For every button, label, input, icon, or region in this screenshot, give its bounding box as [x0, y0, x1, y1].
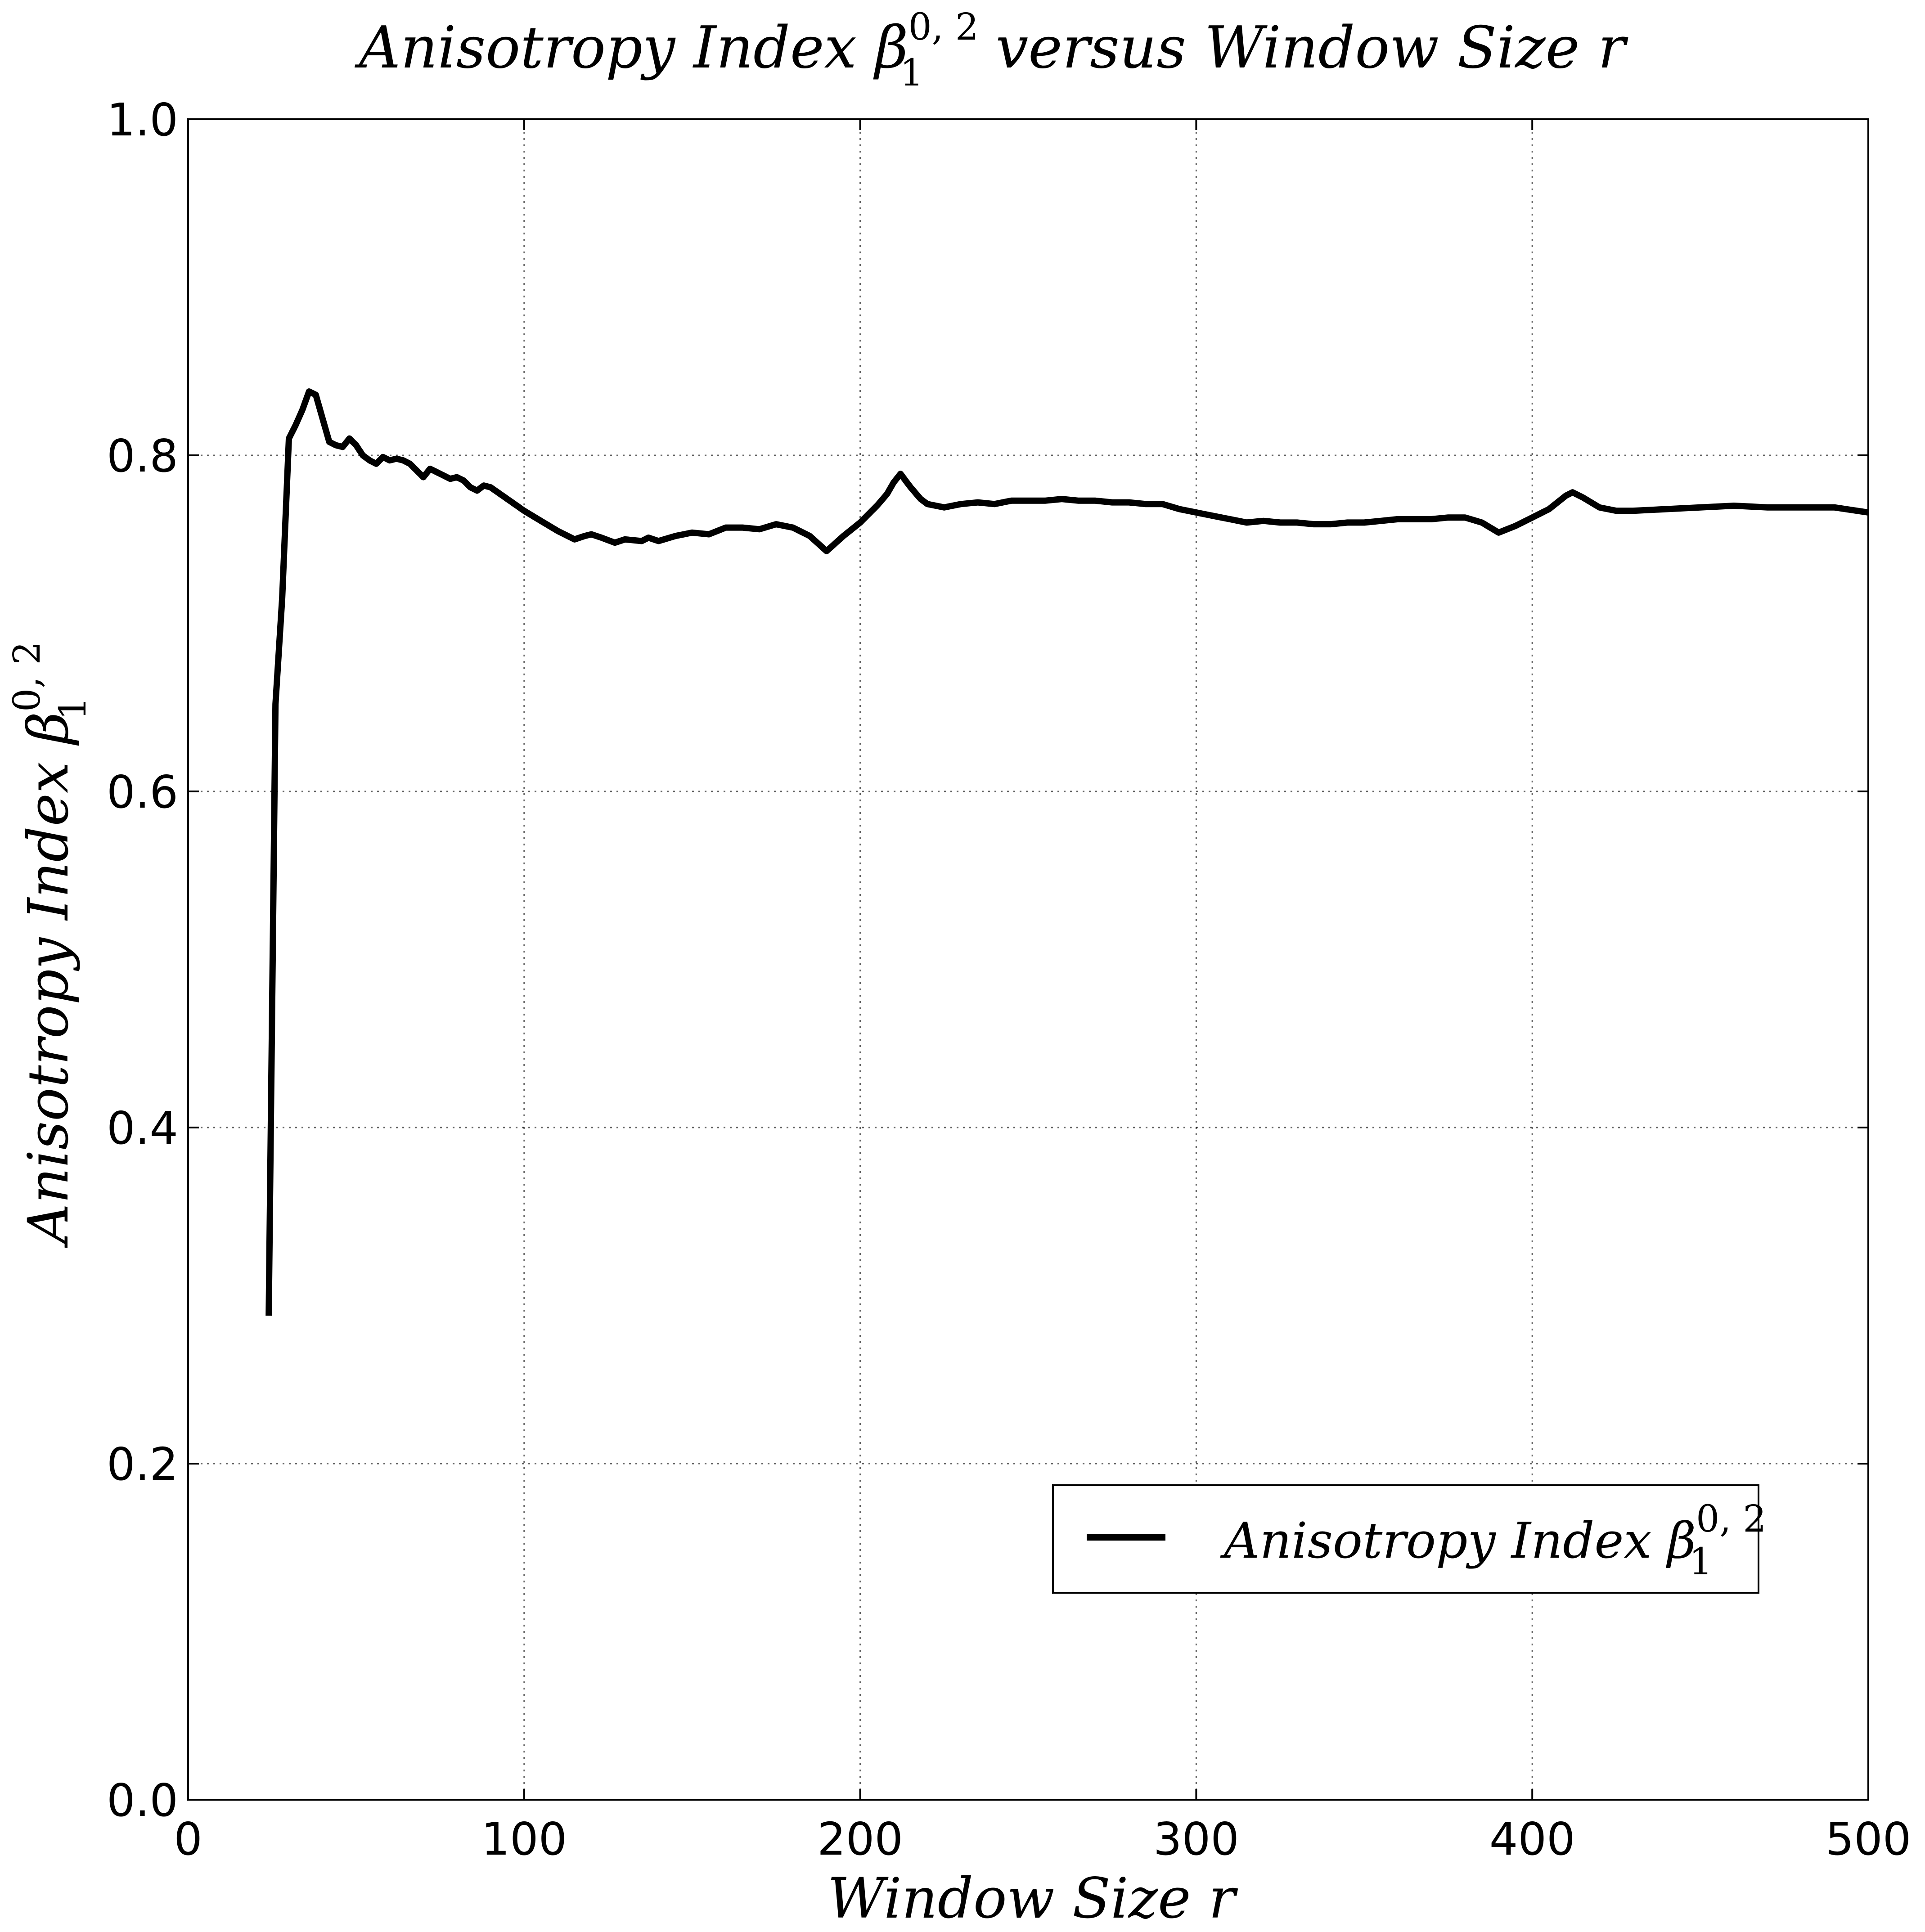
y-axis-label-text: Anisotropy Index	[16, 744, 81, 1249]
y-tick-label: 0.4	[107, 1102, 178, 1155]
x-tick-label: 400	[1489, 1813, 1575, 1865]
x-tick-label: 100	[481, 1813, 567, 1865]
title-superscript: 0, 2	[909, 6, 979, 49]
title-variable: r	[1598, 14, 1628, 81]
x-axis-label: Window Size r	[828, 1866, 1238, 1931]
y-tick-label: 0.2	[107, 1438, 178, 1491]
x-tick-label: 0	[174, 1813, 202, 1865]
y-axis-label-superscript: 0, 2	[6, 641, 49, 711]
legend-entry-superscript: 0, 2	[1696, 1498, 1766, 1541]
x-tick-label: 500	[1826, 1813, 1912, 1865]
y-axis-label-subscript: 1	[52, 696, 94, 720]
series-line-anisotropy-index	[265, 388, 1869, 1316]
x-tick-label: 200	[817, 1813, 903, 1865]
y-tick-label: 0.6	[107, 766, 178, 818]
title-subscript: 1	[900, 52, 923, 94]
legend-box	[1052, 1484, 1759, 1594]
x-axis-label-text: Window Size	[828, 1866, 1209, 1931]
title-main: Anisotropy Index	[355, 14, 875, 81]
x-axis-label-variable: r	[1209, 1866, 1238, 1931]
y-axis-label-symbol: β	[16, 712, 81, 746]
x-tick-label: 300	[1153, 1813, 1239, 1865]
y-axis-label: Anisotropy Index β0, 21	[6, 641, 94, 1248]
grid-lines	[188, 119, 1868, 1800]
y-tick-label: 1.0	[107, 94, 178, 146]
legend-entry-symbol: β	[1666, 1512, 1696, 1569]
plot-frame	[187, 118, 1869, 1801]
y-tick-label: 0.0	[107, 1774, 178, 1827]
y-tick-label: 0.8	[107, 430, 178, 482]
title-rest: versus Window Size	[977, 14, 1598, 81]
axis-ticks: 0 100 200 300 400 500 0.0 0.2 0.4 0.6 0.8 1.0	[107, 94, 1911, 1865]
title-symbol: β	[873, 14, 909, 81]
legend-entry-subscript: 1	[1689, 1541, 1713, 1583]
legend-entry-text: Anisotropy Index	[1220, 1512, 1668, 1569]
